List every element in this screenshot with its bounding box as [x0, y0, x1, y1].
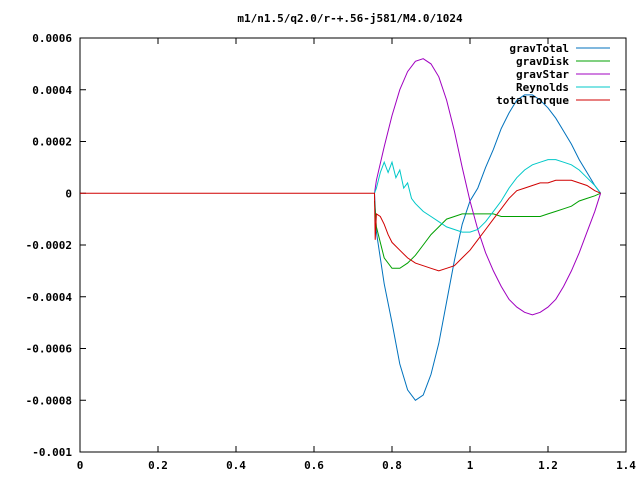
x-tick-label: 0 [77, 459, 84, 472]
x-tick-label: 1.4 [616, 459, 636, 472]
y-tick-label: -0.001 [32, 446, 72, 459]
y-axis: 0.0006 0.0004 0.0002 0 -0.0002 -0.0004 -0.0006… [26, 32, 626, 459]
legend-label: gravStar [516, 68, 569, 81]
series-lines [80, 58, 602, 401]
y-tick-label: -0.0004 [26, 291, 73, 304]
x-tick-label: 0.2 [148, 459, 168, 472]
y-tick-label: 0.0004 [32, 84, 72, 97]
x-tick-label: 1.2 [538, 459, 558, 472]
x-tick-label: 0.4 [226, 459, 246, 472]
x-tick-label: 0.8 [382, 459, 402, 472]
x-tick-label: 1 [467, 459, 474, 472]
series-line-gravDisk [374, 192, 601, 269]
y-tick-label: 0 [65, 187, 72, 200]
chart-title: m1/n1.5/q2.0/r-+.56-j581/M4.0/1024 [237, 12, 463, 25]
series-line-gravTotal [374, 94, 601, 401]
legend-label: totalTorque [496, 94, 569, 107]
y-tick-label: 0.0006 [32, 32, 72, 45]
series-line-gravStar [374, 58, 602, 316]
series-line-totalTorque [80, 179, 601, 272]
x-tick-label: 0.6 [304, 459, 324, 472]
legend-label: Reynolds [516, 81, 569, 94]
legend-label: gravDisk [516, 55, 569, 68]
y-tick-label: 0.0002 [32, 136, 72, 149]
y-tick-label: -0.0006 [26, 343, 73, 356]
y-tick-label: -0.0002 [26, 239, 72, 252]
legend: gravTotalgravDiskgravStarReynoldstotalTo… [496, 42, 610, 107]
y-tick-label: -0.0008 [26, 394, 72, 407]
x-axis: 0 0.2 0.4 0.6 0.8 1 1.2 1.4 [77, 38, 636, 472]
legend-label: gravTotal [509, 42, 569, 55]
series-line-Reynolds [374, 159, 601, 233]
